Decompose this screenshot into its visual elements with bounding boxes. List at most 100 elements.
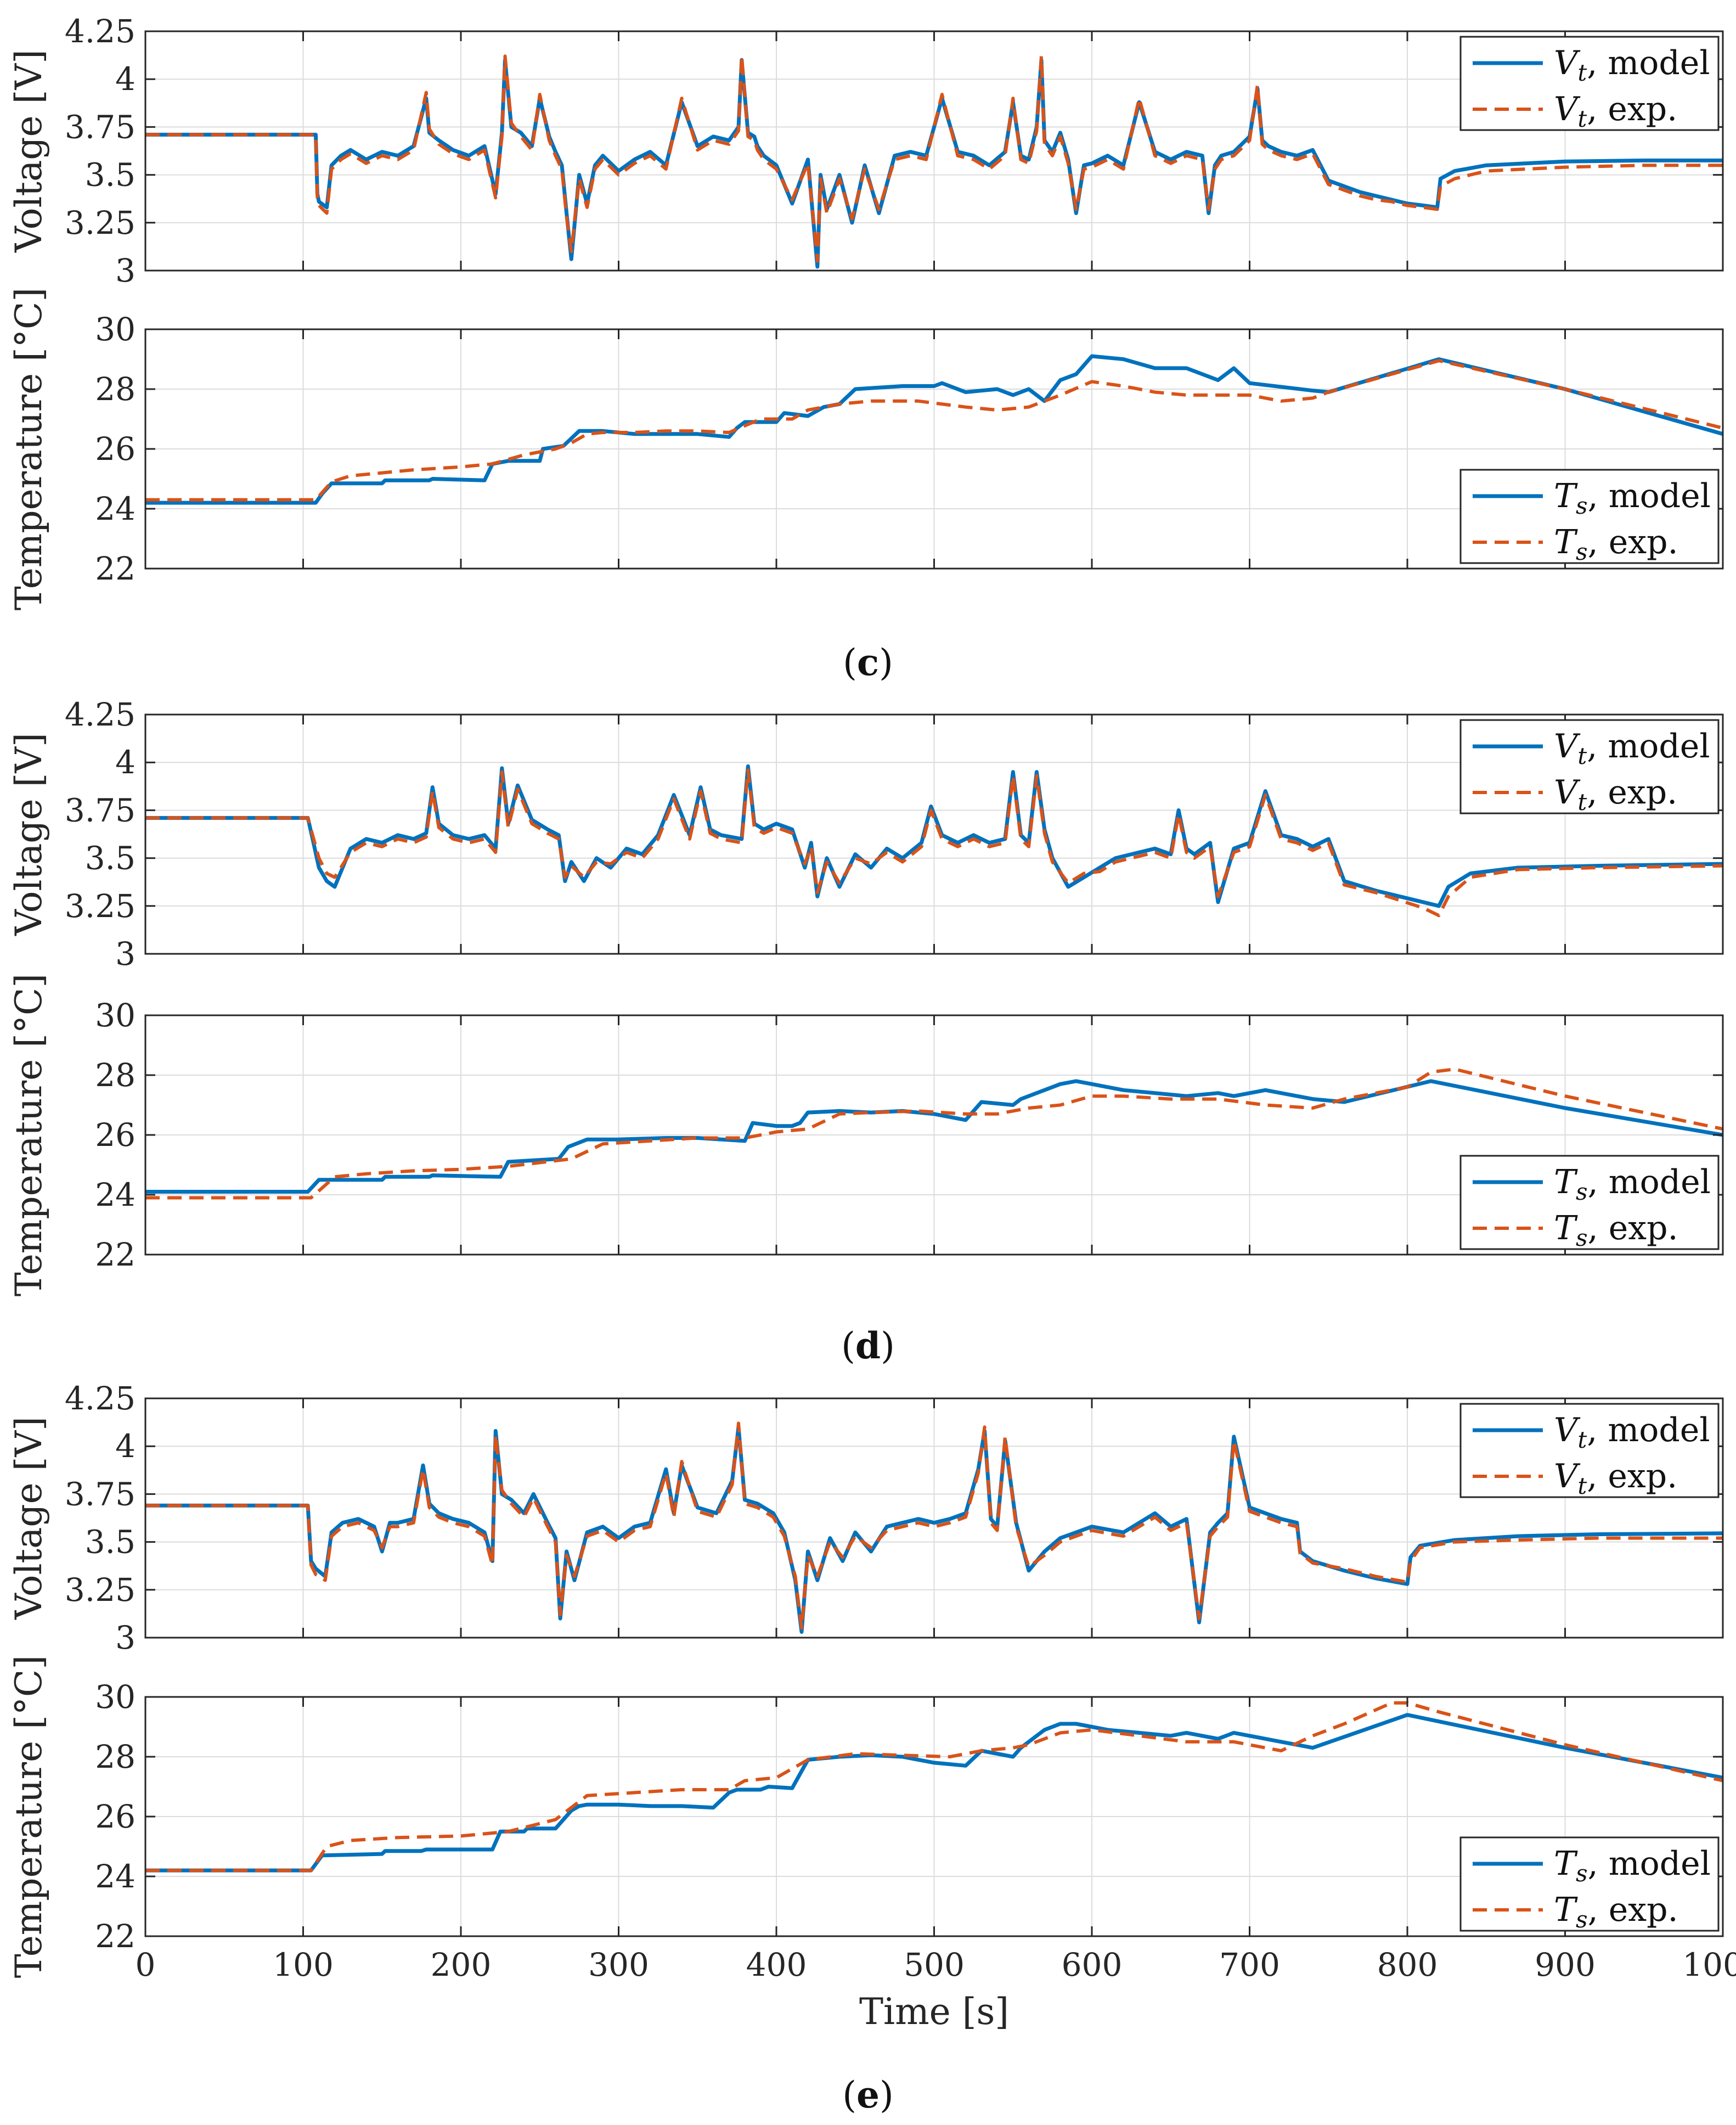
y-tick-label: 3.5 [85, 840, 136, 877]
legend-label: Vt, model [1554, 1411, 1710, 1453]
legend-box [1459, 1836, 1720, 1932]
x-axis-label: Time [s] [859, 1991, 1009, 2033]
legend-box [1459, 719, 1720, 814]
y-tick-label: 24 [95, 1858, 136, 1895]
legend-subscript: s [1576, 1224, 1588, 1251]
y-tick-label: 26 [95, 1116, 136, 1154]
legend-box [1459, 1155, 1720, 1250]
legend-symbol: T [1554, 477, 1578, 515]
legend-text-rest: , model [1588, 1845, 1711, 1883]
legend-symbol: T [1554, 1845, 1578, 1883]
series-group [145, 1421, 1723, 1634]
series-group [145, 1701, 1723, 1873]
series-line-model [145, 1425, 1723, 1634]
legend-text-rest: , model [1587, 1411, 1710, 1449]
x-tick-label: 600 [1062, 1946, 1123, 1983]
legend-subscript: t [1577, 1472, 1587, 1499]
legend-box [1459, 469, 1720, 564]
y-tick-label: 3.75 [65, 108, 136, 145]
legend-label: Ts, model [1554, 1163, 1711, 1205]
series-group [145, 54, 1723, 269]
y-tick-label: 3 [115, 935, 136, 972]
legend-label: Ts, model [1554, 477, 1711, 519]
series-line-model [145, 354, 1723, 505]
legend-text-rest: , model [1587, 44, 1710, 82]
y-tick-label: 28 [95, 1056, 136, 1094]
x-tick-label: 200 [431, 1946, 492, 1983]
y-tick-label: 26 [95, 430, 136, 468]
y-tick-label: 3.25 [65, 1571, 136, 1609]
y-tick-label: 24 [95, 490, 136, 527]
y-tick-label: 3.75 [65, 1475, 136, 1513]
y-tick-label: 4.25 [65, 13, 136, 50]
legend-subscript: t [1577, 789, 1587, 816]
legend-subscript: s [1576, 1178, 1588, 1205]
legend-text-rest: , exp. [1588, 1209, 1678, 1247]
caption-close: ) [879, 642, 893, 684]
legend-subscript: s [1576, 492, 1588, 519]
legend-symbol: V [1554, 1411, 1581, 1449]
legend-label: Vt, exp. [1554, 1457, 1677, 1499]
legend-symbol: T [1554, 1163, 1578, 1201]
caption-panel-e: (e) [842, 2073, 894, 2116]
legend-label: Vt, model [1554, 44, 1710, 86]
caption-close: ) [881, 1325, 895, 1367]
x-tick-label: 0 [136, 1946, 156, 1983]
legend-label: Ts, exp. [1554, 1891, 1678, 1933]
y-tick-label: 28 [95, 370, 136, 408]
legend-text-rest: , exp. [1587, 773, 1677, 812]
legend-text-rest: , model [1587, 727, 1710, 766]
y-tick-label: 4.25 [65, 1380, 136, 1417]
legend-symbol: V [1554, 773, 1581, 812]
legend-label: Vt, exp. [1554, 773, 1677, 816]
caption-close: ) [880, 2074, 894, 2116]
y-tick-label: 22 [95, 1236, 136, 1273]
series-line-exp [145, 768, 1723, 918]
y-tick-label: 30 [95, 997, 136, 1034]
caption-open: ( [843, 642, 857, 684]
caption-letter: d [855, 1324, 881, 1367]
series-line-exp [145, 54, 1723, 263]
legend-label: Vt, exp. [1554, 90, 1677, 132]
legend-subscript: t [1577, 59, 1587, 86]
y-tick-label: 4 [115, 1427, 136, 1465]
y-tick-label: 28 [95, 1738, 136, 1775]
legend-subscript: t [1577, 743, 1587, 769]
legend-text-rest: , model [1588, 477, 1711, 515]
caption-open: ( [842, 2074, 856, 2116]
y-axis-label: Voltage [V] [8, 1416, 50, 1620]
y-axis-label: Voltage [V] [8, 733, 50, 936]
legend-label: Vt, model [1554, 727, 1710, 769]
caption-open: ( [841, 1325, 855, 1367]
legend-text-rest: , exp. [1587, 1457, 1677, 1496]
y-tick-label: 3.25 [65, 887, 136, 925]
legend-subscript: t [1577, 1426, 1587, 1453]
y-tick-label: 3.5 [85, 1524, 136, 1561]
y-axis-label: Voltage [V] [8, 49, 50, 253]
legend-symbol: T [1554, 1891, 1578, 1929]
x-tick-label: 800 [1377, 1946, 1438, 1983]
x-tick-label: 900 [1535, 1946, 1596, 1983]
caption-panel-c: (c) [843, 641, 893, 684]
series-line-exp [145, 1067, 1723, 1200]
legend-text-rest: , exp. [1588, 1891, 1678, 1929]
legend-subscript: t [1577, 105, 1587, 132]
legend-text-rest: , exp. [1588, 523, 1678, 561]
captions-layer: (c)(d)(e) [841, 641, 895, 2116]
legend-subscript: s [1576, 1860, 1588, 1887]
y-tick-label: 3.75 [65, 791, 136, 829]
legend-box [1459, 36, 1720, 131]
x-tick-label: 500 [904, 1946, 965, 1983]
series-group [145, 354, 1723, 505]
y-tick-label: 30 [95, 1678, 136, 1716]
